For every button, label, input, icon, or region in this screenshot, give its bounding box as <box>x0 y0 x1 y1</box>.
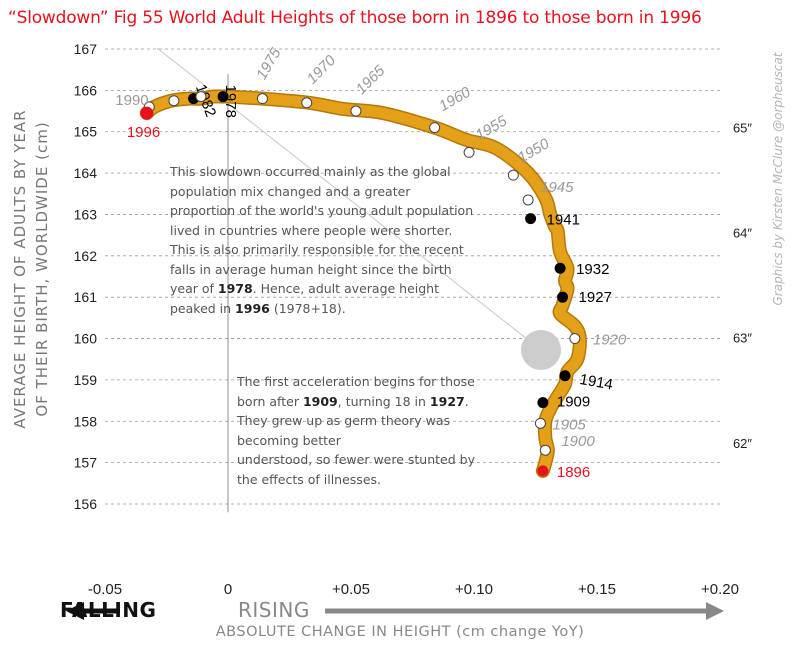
x-tick-label: 0 <box>224 581 232 598</box>
year-label-1975: 1975 <box>253 45 285 83</box>
annotation-line: population mix changed and a greater <box>170 183 411 199</box>
year-label-1905: 1905 <box>552 416 586 433</box>
annotation-line: lived in countries where people were sho… <box>170 222 453 238</box>
year-label-1996: 1996 <box>127 124 160 141</box>
year-dot-1945 <box>522 194 534 206</box>
annotation-line: the effects of illnesses. <box>237 471 381 487</box>
y-tick-label: 157 <box>74 455 98 471</box>
y-axis-label-line2: OF THEIR BIRTH, WORLDWIDE (cm) <box>33 121 51 417</box>
year-dot-1985 <box>195 91 207 103</box>
annotation-slowdown: This slowdown occurred mainly as the glo… <box>170 162 500 318</box>
year-label-1950: 1950 <box>515 135 553 167</box>
x-tick-label: -0.05 <box>88 581 122 598</box>
inch-label: 65″ <box>733 121 752 136</box>
year-dot-1965 <box>350 105 362 117</box>
inch-label: 63″ <box>733 331 752 346</box>
y-tick-label: 162 <box>74 248 98 264</box>
year-label-1945: 1945 <box>540 179 574 196</box>
credit-text: Graphics by Kirsten McClure @orpheuscat <box>771 52 785 306</box>
x-tick-label: +0.05 <box>332 581 370 598</box>
year-dot-1909 <box>537 397 549 409</box>
year-dot-1927 <box>557 291 569 303</box>
y-tick-label: 159 <box>74 372 98 388</box>
year-dot-1932 <box>554 262 566 274</box>
annotation-line: year of 1978. Hence, adult average heigh… <box>170 281 440 296</box>
annotation-line: They grew up as germ theory was <box>237 413 451 428</box>
year-dot-1970 <box>301 97 313 109</box>
inch-label: 62″ <box>733 436 752 451</box>
year-label-1900: 1900 <box>561 433 595 450</box>
year-label-1927: 1927 <box>579 289 612 306</box>
rising-arrow-head <box>706 602 724 620</box>
annotation-line: This is also primarily responsible for t… <box>170 242 464 257</box>
annotation-line: becoming better <box>237 432 341 448</box>
year-dot-1975 <box>256 93 268 105</box>
y-tick-label: 156 <box>74 496 98 512</box>
annotation-line: born after 1909, turning 18 in 1927. <box>237 393 469 409</box>
annotation-line: peaked in 1996 (1978+18). <box>170 300 346 316</box>
annotation-acceleration: The first acceleration begins for those b… <box>237 372 497 489</box>
year-label-1970: 1970 <box>304 52 340 88</box>
year-label-1914: 1914 <box>578 371 614 394</box>
inch-label: 64″ <box>733 226 752 241</box>
chart-title: “Slowdown” Fig 55 World Adult Heights of… <box>8 8 702 28</box>
x-tick-label: +0.15 <box>578 581 616 598</box>
year-dot-1896 <box>537 465 549 477</box>
year-label-1896: 1896 <box>557 464 590 481</box>
x-tick-label: +0.10 <box>455 581 493 598</box>
year-dot-1920 <box>569 333 581 345</box>
y-tick-label: 161 <box>74 289 98 305</box>
year-label-1960: 1960 <box>436 83 474 115</box>
year-dot-1960 <box>429 122 441 134</box>
annotation-line: proportion of the world's young adult po… <box>170 203 474 218</box>
year-dot-1988 <box>168 95 180 107</box>
year-dot-1905 <box>534 417 546 429</box>
x-tick-label: +0.20 <box>701 581 739 598</box>
year-dot-1978 <box>217 91 229 103</box>
annotation-line: falls in average human height since the … <box>170 261 452 277</box>
annotation-line: The first acceleration begins for those <box>237 374 475 389</box>
highlight-circle <box>521 330 561 370</box>
year-dot-1996 <box>140 106 154 120</box>
year-label-1909: 1909 <box>557 394 590 411</box>
y-tick-label: 160 <box>74 331 98 347</box>
y-tick-label: 166 <box>74 82 98 98</box>
y-axis-label-line1: AVERAGE HEIGHT OF ADULTS BY YEAR <box>11 109 29 429</box>
y-tick-label: 167 <box>74 41 98 57</box>
year-label-1990: 1990 <box>115 92 148 109</box>
annotation-line: understood, so fewer were stunted by <box>237 452 475 467</box>
year-dot-1955 <box>463 146 475 158</box>
y-tick-label: 165 <box>74 124 98 140</box>
y-tick-label: 164 <box>74 165 98 181</box>
year-dot-1914 <box>559 370 571 382</box>
falling-arrow-head <box>66 602 84 620</box>
year-label-1978: 1978 <box>222 85 239 118</box>
year-label-1941: 1941 <box>547 212 580 229</box>
year-label-1932: 1932 <box>576 261 609 278</box>
year-label-1920: 1920 <box>593 332 627 349</box>
y-tick-label: 158 <box>74 413 98 429</box>
year-dot-1950 <box>507 169 519 181</box>
year-dot-1941 <box>525 213 537 225</box>
x-axis-label: ABSOLUTE CHANGE IN HEIGHT (cm change YoY… <box>215 624 585 640</box>
year-dot-1900 <box>539 444 551 456</box>
year-label-1965: 1965 <box>353 62 389 98</box>
annotation-line: This slowdown occurred mainly as the glo… <box>170 164 451 179</box>
falling-label: FALLING <box>60 598 157 622</box>
y-tick-label: 163 <box>74 206 98 222</box>
rising-label: RISING <box>238 598 310 622</box>
